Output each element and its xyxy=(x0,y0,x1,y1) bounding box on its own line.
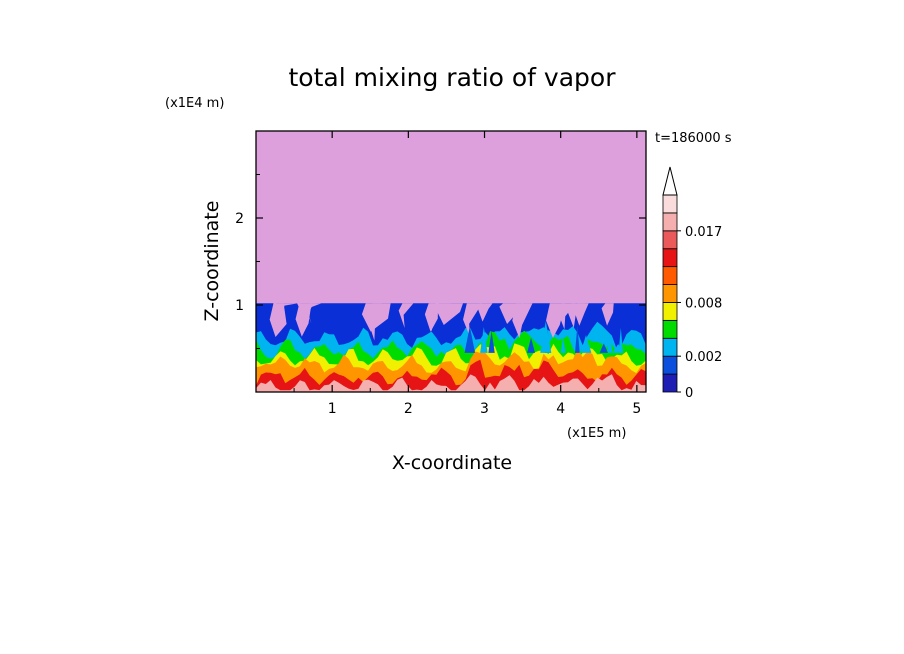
plume-tower xyxy=(488,330,495,353)
colorbar-segment xyxy=(662,373,678,393)
plume-tower xyxy=(575,324,580,353)
vapor-intrusion xyxy=(361,303,391,332)
vapor-intrusion xyxy=(546,303,566,338)
colorbar-segment xyxy=(662,284,678,303)
x-tick-label: 1 xyxy=(328,401,337,417)
vapor-intrusion xyxy=(269,303,287,338)
plume-tower xyxy=(464,326,476,353)
vapor-intrusion xyxy=(424,303,439,332)
y-tick-labels: 12 xyxy=(235,174,646,349)
colorbar-label: 0.002 xyxy=(685,350,722,365)
vapor-intrusion xyxy=(601,303,614,326)
vapor-intrusion xyxy=(512,303,533,339)
plume-tower xyxy=(580,335,592,353)
x-tick-label: 4 xyxy=(556,401,565,417)
y-scale-label: (x1E4 m) xyxy=(165,96,224,111)
colorbar-segment xyxy=(662,248,678,268)
colorbar-segment xyxy=(662,319,678,339)
plot-area xyxy=(255,130,647,393)
y-tick-label: 2 xyxy=(235,211,244,227)
colorbar-segment xyxy=(662,302,678,321)
plume-tower xyxy=(540,321,552,353)
x-tick-labels: 1 2 3 4 5 xyxy=(293,131,641,417)
vapor-intrusion xyxy=(398,303,414,328)
plume-tower xyxy=(527,337,536,353)
vapor-intrusion xyxy=(476,303,493,322)
x-tick-label: 5 xyxy=(632,401,641,417)
vapor-intrusion xyxy=(295,303,312,337)
vapor-intrusion xyxy=(463,303,483,337)
colorbar-extend-arrow xyxy=(662,166,678,196)
colorbar-segment xyxy=(662,230,678,250)
plume-tower xyxy=(480,327,488,353)
colorbar: 0 0.002 0.008 0.017 xyxy=(662,166,722,401)
plume-tower xyxy=(618,327,624,353)
colorbar-label: 0 xyxy=(685,386,693,401)
vapor-intrusion xyxy=(567,303,586,328)
colorbar-segment xyxy=(662,194,678,214)
x-tick-label: 3 xyxy=(480,401,489,417)
colorbar-segment xyxy=(662,337,678,357)
colorbar-segment xyxy=(662,266,678,285)
colorbar-label: 0.017 xyxy=(685,225,722,240)
band-7 xyxy=(256,374,646,392)
vapor-intrusion xyxy=(435,301,451,320)
colorbar-segment xyxy=(662,212,678,232)
y-axis-label: Z-coordinate xyxy=(201,201,223,322)
x-tick-label: 2 xyxy=(404,401,413,417)
plume-tower xyxy=(560,337,566,353)
x-axis-label: X-coordinate xyxy=(392,452,512,474)
plume-tower xyxy=(607,335,613,353)
x-scale-label: (x1E5 m) xyxy=(567,426,626,441)
colorbar-label: 0.008 xyxy=(685,296,722,311)
plume-tower xyxy=(599,343,608,353)
chart-title: total mixing ratio of vapor xyxy=(288,63,616,92)
colorbar-segment xyxy=(662,355,678,375)
time-label: t=186000 s xyxy=(655,131,732,146)
y-tick-label: 1 xyxy=(235,298,244,314)
